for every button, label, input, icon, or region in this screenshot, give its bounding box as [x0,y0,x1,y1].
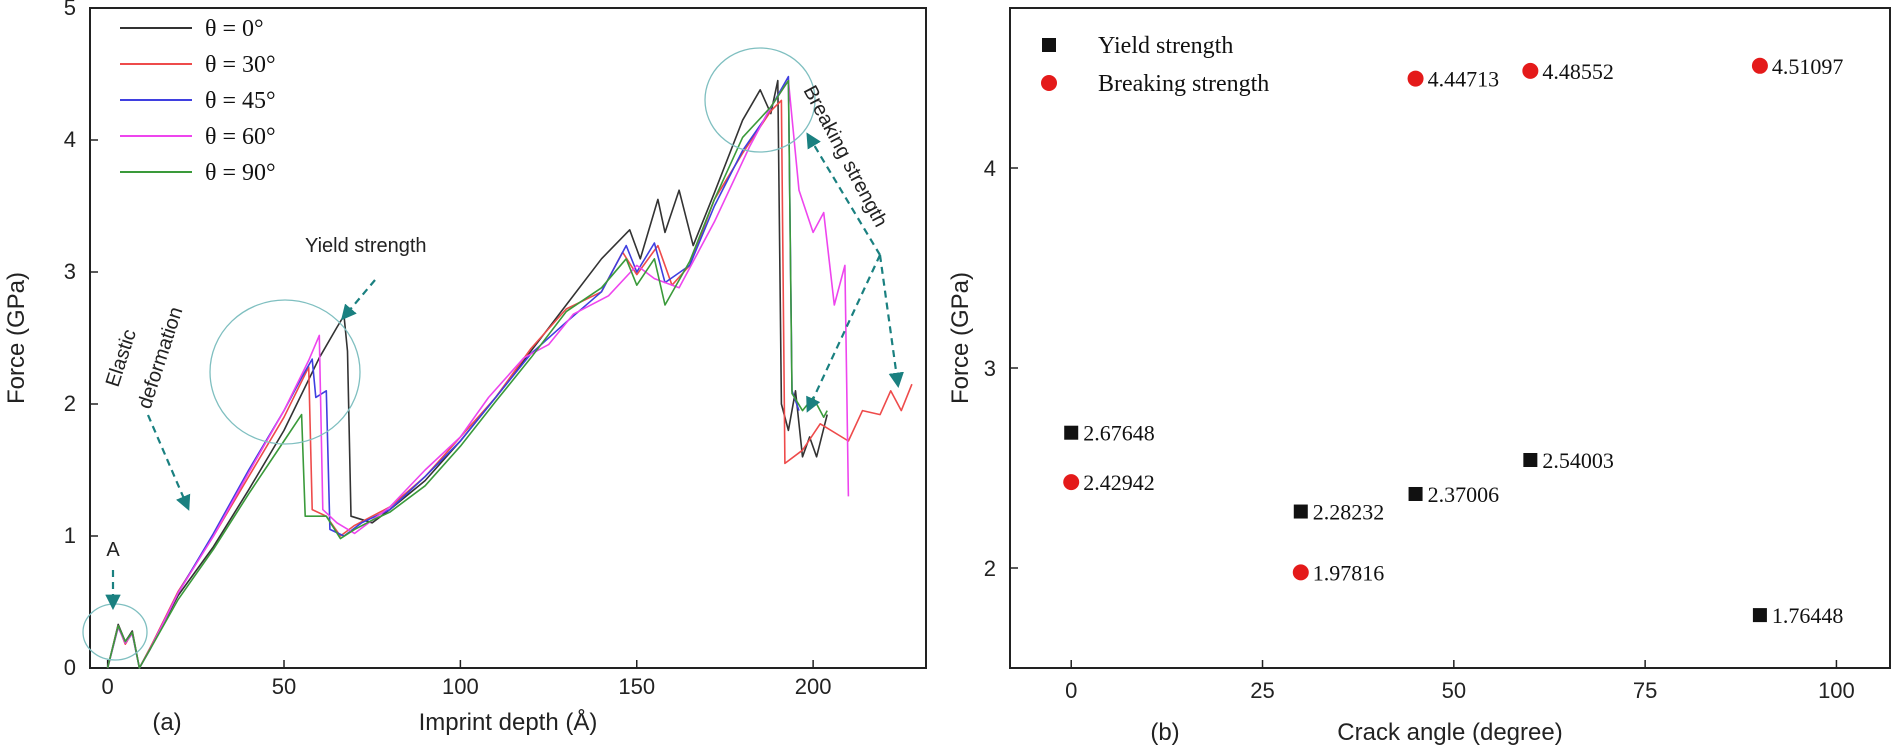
y-tick-label: 2 [64,391,76,416]
data-label: 4.51097 [1772,54,1844,79]
legend-label: θ = 60° [205,124,276,150]
yield-point [1523,452,1538,467]
data-label: 2.42942 [1083,470,1155,495]
yield-point [1752,608,1767,623]
chart-panel-b: 0 25 50 75 100 2 3 4 2.67648 2.28232 2.37006 2.540… [947,7,1891,746]
y-tick-label: 1 [64,523,76,548]
y-tick-label: 5 [64,0,76,20]
y-tick-label: 4 [64,127,76,152]
arrow-yield [341,279,376,321]
annotation-elastic-label-1: Elastic [102,327,141,390]
x-tick-label: 0 [1065,678,1077,703]
yield-point [1064,425,1079,440]
legend-label: θ = 0° [205,16,264,42]
data-label: 1.76448 [1772,603,1844,628]
plot-frame-a [89,7,927,669]
data-label: 4.44713 [1428,67,1500,92]
legend-marker-circle [1041,75,1057,91]
legend-label: Breaking strength [1098,71,1269,97]
yield-point [1408,486,1423,501]
x-tick-label: 150 [618,674,655,699]
y-axis-label-a: Force (GPa) [3,272,30,404]
data-label: 2.67648 [1083,421,1155,446]
annotation-yield-label: Yield strength [305,235,427,257]
plot-frame-b [1009,7,1891,669]
breaking-point [1407,70,1424,87]
x-tick-label: 25 [1250,678,1274,703]
x-tick-label: 50 [1442,678,1466,703]
arrow-breaking-3 [878,254,904,389]
arrow-breaking-2 [806,254,881,413]
legend-label: θ = 30° [205,52,276,78]
series-line [106,79,828,669]
x-axis-label-b: Crack angle (degree) [1337,719,1562,746]
y-tick-label: 0 [64,655,76,680]
y-tick-label: 3 [984,356,996,381]
breaking-point [1292,564,1309,581]
x-tick-label: 75 [1633,678,1657,703]
legend-label: θ = 45° [205,88,276,114]
axis-ticks-b: 0 25 50 75 100 2 3 4 [984,156,1855,703]
series-line [106,79,828,669]
highlight-circle-breaking [704,47,816,153]
annotation-breaking-label: Breaking strength [799,82,892,231]
legend-label: θ = 90° [205,160,276,186]
x-tick-label: 100 [442,674,479,699]
breaking-point [1522,62,1539,79]
data-label: 2.37006 [1428,482,1500,507]
highlight-circle-yield [209,299,361,445]
axis-ticks-a: 0 50 100 150 200 0 1 2 3 4 5 [64,0,832,699]
panel-label-b: (b) [1150,719,1179,746]
breaking-point [1751,57,1768,74]
annotation-a-label: A [106,539,120,561]
legend-label: Yield strength [1098,33,1233,59]
panel-label-a: (a) [152,709,181,736]
breaking-point [1063,474,1080,491]
arrow-elastic [146,414,191,511]
annotation-elastic-label-2: deformation [134,304,188,411]
series-points-b: 2.67648 2.28232 2.37006 2.54003 1.76448 2.429… [1063,54,1843,628]
series-lines-a [106,75,913,669]
y-tick-label: 2 [984,556,996,581]
data-label: 1.97816 [1313,560,1385,585]
highlight-circle-a [82,603,148,661]
legend-b: Yield strength Breaking strength [1041,33,1269,97]
data-label: 2.54003 [1542,448,1614,473]
legend-a: θ = 0° θ = 30° θ = 45° θ = 60° θ = 90° [120,16,276,186]
x-tick-label: 100 [1818,678,1855,703]
x-axis-label-a: Imprint depth (Å) [419,708,598,736]
x-tick-label: 50 [272,674,296,699]
y-tick-label: 4 [984,156,996,181]
data-label: 2.28232 [1313,500,1385,525]
x-tick-label: 200 [795,674,832,699]
y-axis-label-b: Force (GPa) [947,272,974,404]
legend-marker-square [1042,38,1056,52]
yield-point [1293,504,1308,519]
x-tick-label: 0 [102,674,114,699]
data-label: 4.48552 [1542,59,1614,84]
y-tick-label: 3 [64,259,76,284]
